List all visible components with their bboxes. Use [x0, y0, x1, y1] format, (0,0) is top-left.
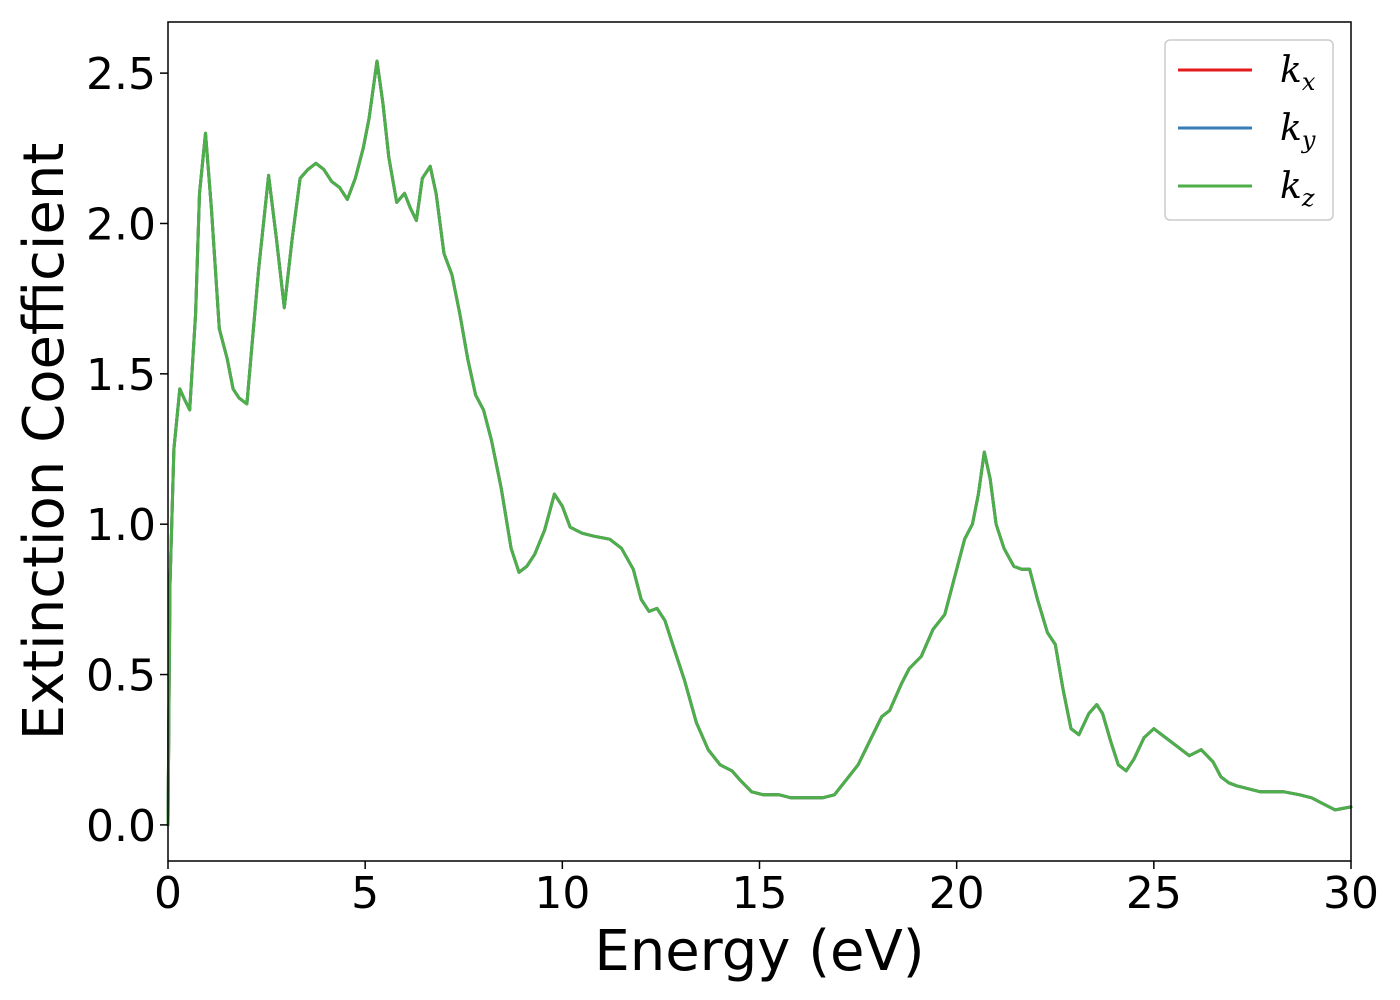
x-tick-label: 0 [154, 868, 182, 919]
legend-label-subscript: y [1301, 126, 1316, 154]
x-tick-label: 5 [351, 868, 379, 919]
series-layer [166, 59, 1353, 827]
legend-label-subscript: z [1301, 184, 1315, 212]
legend-label-subscript: x [1302, 68, 1316, 96]
y-axis: 0.0 0.5 1.0 1.5 2.0 2.5 [86, 49, 168, 852]
y-tick-label: 2.0 [86, 199, 156, 250]
y-tick-label: 1.5 [86, 350, 156, 401]
y-tick-label: 2.5 [86, 49, 156, 100]
x-axis-title: Energy (eV) [594, 919, 924, 984]
series-line-kz [166, 59, 1353, 827]
x-tick-label: 15 [732, 868, 788, 919]
y-tick-label: 1.0 [86, 500, 156, 551]
x-tick-label: 20 [929, 868, 985, 919]
legend-label-kx: kx [1280, 50, 1316, 96]
legend-label-base: k [1280, 166, 1302, 207]
legend-label-ky: ky [1280, 108, 1316, 154]
legend-label-base: k [1280, 108, 1302, 149]
x-tick-label: 25 [1126, 868, 1182, 919]
legend-label-kz: kz [1280, 166, 1315, 212]
x-tick-label: 30 [1323, 868, 1379, 919]
legend-box [1164, 39, 1334, 221]
y-axis-title: Extinction Coefficient [12, 143, 77, 741]
x-axis: 0 5 10 15 20 25 30 [154, 861, 1379, 919]
y-tick-label: 0.0 [86, 801, 156, 852]
x-tick-label: 10 [534, 868, 590, 919]
y-tick-label: 0.5 [86, 651, 156, 702]
legend-label-base: k [1280, 50, 1302, 91]
